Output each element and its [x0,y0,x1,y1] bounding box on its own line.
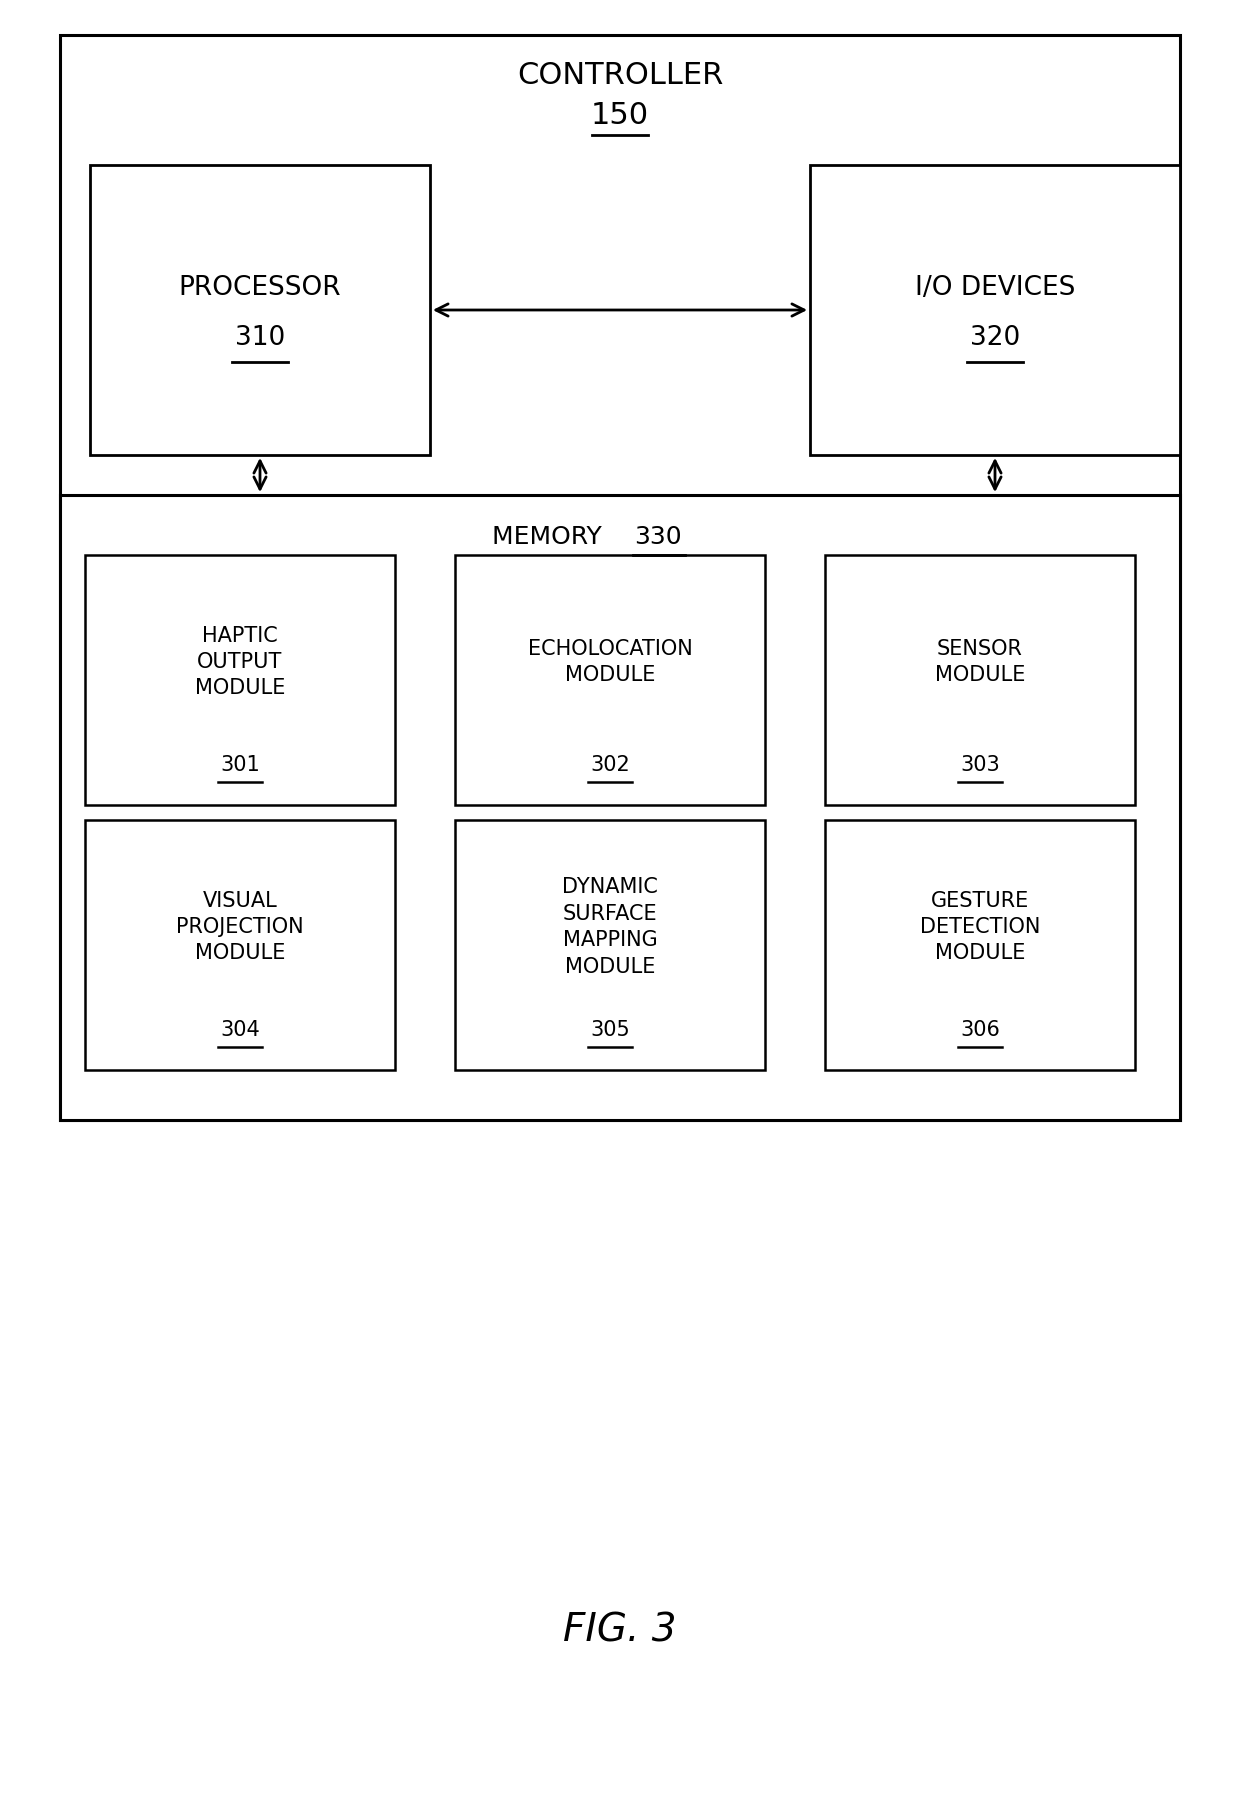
Text: 305: 305 [590,1020,630,1039]
Text: VISUAL
PROJECTION
MODULE: VISUAL PROJECTION MODULE [176,890,304,964]
Text: DYNAMIC
SURFACE
MAPPING
MODULE: DYNAMIC SURFACE MAPPING MODULE [562,878,658,976]
Text: MEMORY: MEMORY [492,524,610,549]
Text: 301: 301 [221,756,260,775]
Text: I/O DEVICES: I/O DEVICES [915,275,1075,302]
Bar [60,495,1180,1120]
Bar [810,165,1180,454]
Text: ECHOLOCATION
MODULE: ECHOLOCATION MODULE [528,639,692,686]
Text: 150: 150 [591,101,649,129]
Bar [455,820,765,1070]
Text: CONTROLLER: CONTROLLER [517,61,723,90]
Bar [60,34,1180,1120]
Text: PROCESSOR: PROCESSOR [179,275,341,302]
Text: 320: 320 [970,325,1021,352]
Text: 306: 306 [960,1020,999,1039]
Bar [455,555,765,804]
Text: 302: 302 [590,756,630,775]
Text: 304: 304 [221,1020,260,1039]
Bar [86,820,396,1070]
Bar [86,555,396,804]
Text: SENSOR
MODULE: SENSOR MODULE [935,639,1025,686]
Text: 303: 303 [960,756,999,775]
Text: 310: 310 [234,325,285,352]
Bar [825,555,1135,804]
Text: FIG. 3: FIG. 3 [563,1610,677,1650]
Bar [91,165,430,454]
Text: GESTURE
DETECTION
MODULE: GESTURE DETECTION MODULE [920,890,1040,964]
Text: HAPTIC
OUTPUT
MODULE: HAPTIC OUTPUT MODULE [195,626,285,698]
Bar [825,820,1135,1070]
Text: 330: 330 [634,524,682,549]
